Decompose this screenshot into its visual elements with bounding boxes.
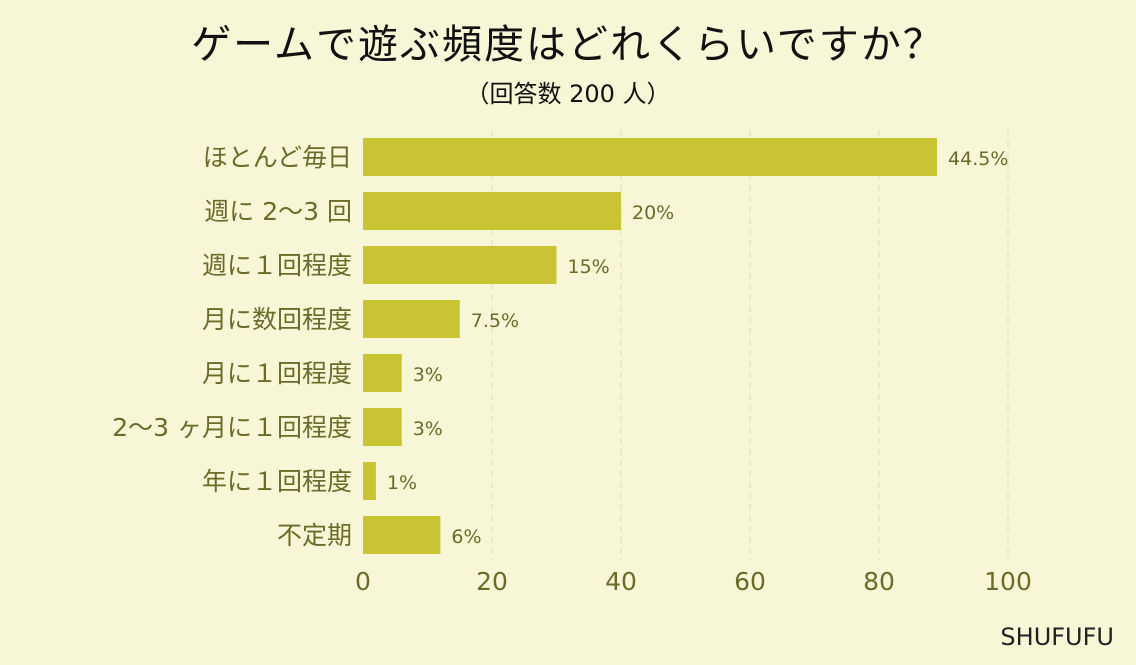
- x-tick-label: 0: [355, 567, 371, 596]
- bar: [363, 516, 441, 554]
- value-label: 7.5%: [471, 310, 519, 332]
- category-label: 不定期: [277, 521, 352, 550]
- x-tick-label: 60: [734, 567, 766, 596]
- value-label: 20%: [632, 202, 674, 224]
- value-label: 6%: [451, 526, 481, 548]
- bar: [363, 354, 402, 392]
- chart-subtitle: （回答数 200 人）: [465, 80, 671, 108]
- bar: [363, 300, 460, 338]
- category-label: 2〜3 ヶ月に１回程度: [112, 413, 352, 442]
- bar: [363, 462, 376, 500]
- brand-logo-text: SHUFUFU: [1000, 623, 1114, 651]
- chart-title: ゲームで遊ぶ頻度はどれくらいですか？: [191, 22, 945, 68]
- x-tick-label: 40: [605, 567, 637, 596]
- category-label: 年に１回程度: [202, 467, 352, 496]
- value-label: 3%: [413, 418, 443, 440]
- value-label: 3%: [413, 364, 443, 386]
- x-tick-label: 100: [984, 567, 1032, 596]
- x-tick-label: 80: [863, 567, 895, 596]
- value-label: 15%: [568, 256, 610, 278]
- bar: [363, 138, 938, 176]
- category-label: 週に 2〜3 回: [204, 197, 352, 226]
- bar: [363, 192, 621, 230]
- bar: [363, 408, 402, 446]
- category-label: ほとんど毎日: [203, 143, 352, 172]
- category-label: 週に１回程度: [202, 251, 352, 280]
- bar: [363, 246, 557, 284]
- value-label: 44.5%: [948, 148, 1008, 170]
- value-label: 1%: [387, 472, 417, 494]
- category-label: 月に数回程度: [202, 305, 352, 334]
- category-label: 月に１回程度: [202, 359, 352, 388]
- x-tick-label: 20: [476, 567, 508, 596]
